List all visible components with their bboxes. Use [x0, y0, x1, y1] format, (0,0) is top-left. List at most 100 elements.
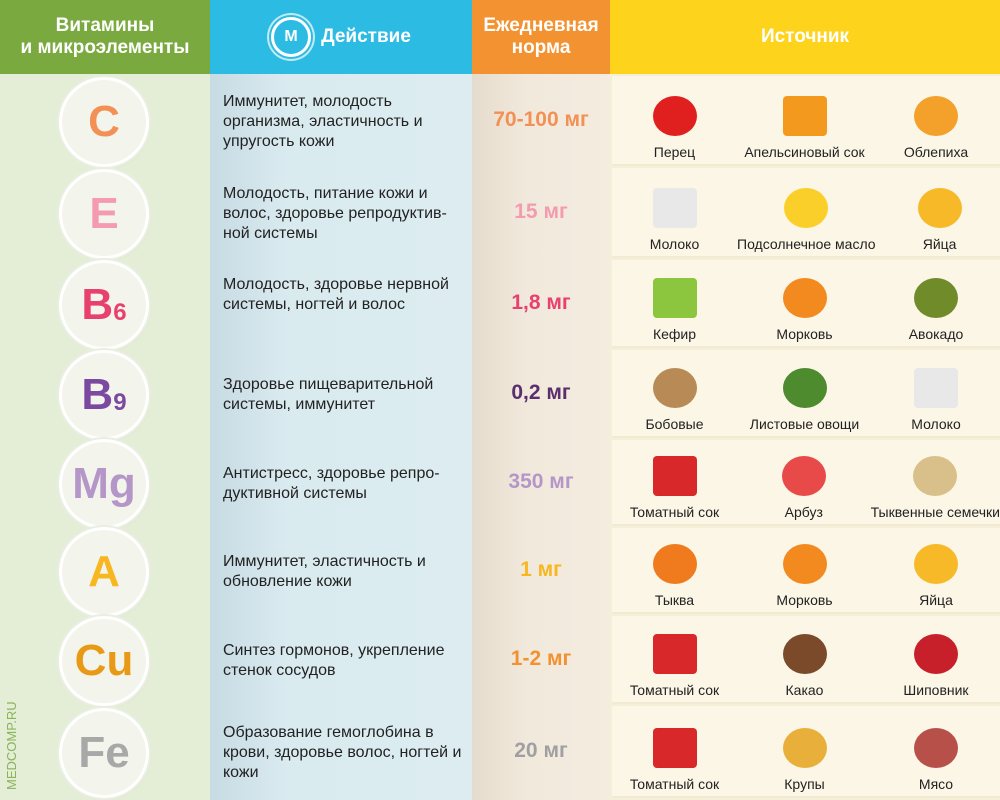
daily-norm: 20 мг [514, 739, 568, 762]
sources-row: Томатный сок Какао Шиповник [612, 616, 1000, 704]
red-pepper-icon [652, 96, 697, 136]
food-item: Молоко [872, 350, 1000, 436]
food-item: Шиповник [872, 616, 1000, 702]
kefir-icon [652, 278, 697, 318]
milk-icon [914, 368, 958, 408]
element-subscript: 6 [113, 299, 127, 326]
food-label: Тыква [654, 592, 695, 608]
element-symbol: B [81, 370, 114, 419]
action-text: Здоровье пищеварительной системы, иммуни… [223, 376, 434, 413]
action-text: Синтез гормонов, укрепление стенок сосуд… [223, 642, 445, 679]
oil-drop-icon [784, 188, 829, 228]
element-badge-c: C [62, 80, 146, 164]
action-column [210, 74, 472, 800]
medcomp-logo-icon: M [271, 17, 312, 57]
food-label: Крупы [784, 776, 825, 792]
food-item: Авокадо [872, 260, 1000, 346]
sources-row: Тыква Морковь Яйца [612, 528, 1000, 614]
cocoa-icon [782, 634, 827, 674]
food-item: Подсолнечное масло [737, 168, 876, 256]
action-text: Иммунитет, молодость организма, эластичн… [223, 93, 423, 150]
daily-norm: 0,2 мг [511, 381, 571, 404]
food-label: Листовые овощи [749, 416, 860, 432]
sources-row: Кефир Морковь Авокадо [612, 260, 1000, 348]
food-item: Бобовые [612, 350, 737, 436]
tomato-juice-icon [652, 634, 697, 674]
food-label: Подсолнечное масло [737, 236, 876, 252]
header-source: Источник [610, 0, 1000, 74]
action-text: Молодость, питание кожи и волос, здоровь… [223, 185, 447, 242]
food-item: Какао [737, 616, 872, 702]
leafy-greens-icon [782, 368, 827, 408]
food-item: Перец [612, 76, 737, 164]
food-item: Облепиха [872, 76, 1000, 164]
header-norm: Ежедневная норма [472, 0, 610, 74]
action-text: Образование гемоглобина в крови, здоровь… [223, 724, 462, 781]
rosehip-icon [914, 634, 958, 674]
food-label: Кефир [652, 326, 697, 342]
carrot-icon [782, 544, 827, 584]
daily-norm: 1-2 мг [510, 647, 572, 670]
food-label: Облепиха [903, 144, 969, 160]
food-label: Шиповник [903, 682, 969, 698]
food-label: Томатный сок [629, 682, 720, 698]
sea-buckthorn-icon [914, 96, 958, 136]
food-item: Тыквенные семечки [871, 440, 1000, 524]
header-action-label: Действие [321, 26, 411, 47]
norm-column [472, 74, 610, 800]
beans-icon [652, 368, 697, 408]
food-label: Яйца [922, 236, 957, 252]
daily-norm: 70-100 мг [493, 108, 589, 131]
food-label: Арбуз [784, 504, 823, 520]
sources-row: Томатный сок Крупы Мясо [612, 706, 1000, 798]
element-symbol: C [88, 97, 120, 146]
pumpkin-seeds-icon [913, 456, 958, 496]
food-item: Яйца [872, 528, 1000, 612]
food-label: Авокадо [908, 326, 964, 342]
carrot-icon [782, 278, 827, 318]
food-item: Молоко [612, 168, 737, 256]
food-label: Молоко [911, 416, 961, 432]
food-item: Яйца [876, 168, 1000, 256]
element-subscript: 9 [113, 389, 127, 416]
watermelon-icon [781, 456, 826, 496]
header-norm-label: Ежедневная норма [483, 15, 599, 58]
element-symbol: Mg [72, 459, 136, 508]
food-item: Томатный сок [612, 616, 737, 702]
tomato-juice-icon [652, 728, 697, 768]
element-symbol: Cu [74, 636, 134, 685]
food-label: Молоко [649, 236, 700, 252]
element-badge-e: E [62, 172, 146, 256]
sources-row: Томатный сок Арбуз Тыквенные семечки [612, 440, 1000, 526]
header-vitamins: Витамины и микроэлементы [0, 0, 210, 74]
food-label: Какао [785, 682, 824, 698]
element-symbol: A [88, 547, 120, 596]
food-item: Кефир [612, 260, 737, 346]
food-item: Морковь [737, 260, 872, 346]
orange-juice-icon [782, 96, 827, 136]
header-action: M Действие [210, 0, 472, 74]
daily-norm: 1,8 мг [511, 291, 571, 314]
food-label: Яйца [919, 592, 953, 608]
element-symbol: Fe [78, 728, 130, 777]
egg-icon [917, 188, 962, 228]
food-item: Арбуз [737, 440, 871, 524]
food-item: Томатный сок [612, 440, 737, 524]
sources-row: Молоко Подсолнечное масло Яйца [612, 168, 1000, 258]
action-text: Антистресс, здоровье репро-дуктивной сис… [223, 465, 440, 502]
daily-norm: 350 мг [508, 470, 574, 493]
header-vitamins-label: Витамины и микроэлементы [20, 15, 190, 58]
element-badge-a: A [62, 530, 146, 614]
food-label: Бобовые [645, 416, 704, 432]
element-symbol: E [89, 189, 119, 238]
element-badge-mg: Mg [62, 442, 146, 526]
food-label: Томатный сок [629, 776, 720, 792]
food-label: Мясо [918, 776, 954, 792]
element-badge-fe: Fe [62, 711, 146, 795]
daily-norm: 15 мг [514, 200, 568, 223]
avocado-icon [914, 278, 958, 318]
element-symbol: B [81, 280, 114, 329]
tomato-juice-icon [652, 456, 697, 496]
